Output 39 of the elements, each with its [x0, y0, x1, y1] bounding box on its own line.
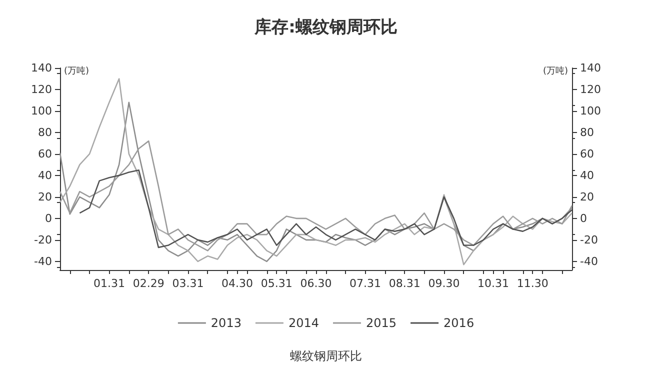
y-tick-label: 20 [38, 190, 52, 204]
y-tick-label: 140 [31, 62, 52, 74]
x-tick-label: 09.30 [428, 277, 460, 290]
x-tick-label: 11.30 [516, 277, 548, 290]
legend-label: 2013 [210, 316, 242, 330]
y2-tick-label: 0 [580, 212, 587, 225]
legend-label: 2015 [366, 316, 397, 330]
y2-tick-label: 140 [580, 62, 601, 74]
y-tick-label: 100 [31, 104, 52, 118]
x-tick-label: 03.31 [172, 277, 204, 290]
x-tick-label: 06.30 [300, 277, 332, 290]
x-tick-label: 08.31 [388, 277, 420, 290]
y-axis-title: (万吨) [64, 66, 90, 76]
x-tick-label: 04.30 [221, 277, 253, 290]
legend-label: 2014 [288, 316, 320, 330]
x-tick-label: 01.31 [93, 277, 125, 290]
y2-tick-label: 100 [580, 104, 601, 118]
y-tick-label: -40 [34, 254, 52, 268]
y2-tick-label: 120 [580, 82, 601, 96]
x-tick-label: 02.29 [132, 277, 164, 290]
y2-tick-label: 80 [580, 126, 594, 139]
y-tick-label: 120 [31, 82, 52, 96]
text: 螺纹钢周环比 [290, 349, 362, 363]
x-tick-label: 05.31 [260, 277, 292, 290]
chart-title: 库存:螺纹钢周环比 [254, 18, 398, 38]
y2-tick-label: -40 [580, 254, 598, 268]
y2-axis-title: (万吨) [542, 66, 568, 76]
x-tick-label: 10.31 [477, 277, 509, 290]
y2-tick-label: 60 [580, 147, 594, 160]
y2-tick-label: -20 [580, 233, 598, 246]
y-tick-label: 0 [45, 212, 52, 225]
y2-tick-label: 20 [580, 190, 594, 204]
y-tick-label: -20 [34, 233, 52, 246]
y2-tick-label: 40 [580, 168, 594, 182]
y-tick-label: 80 [38, 126, 52, 139]
y-tick-label: 60 [38, 147, 52, 160]
legend-label: 2016 [444, 316, 474, 330]
x-tick-label: 07.31 [349, 277, 381, 290]
y-tick-label: 40 [38, 168, 52, 182]
